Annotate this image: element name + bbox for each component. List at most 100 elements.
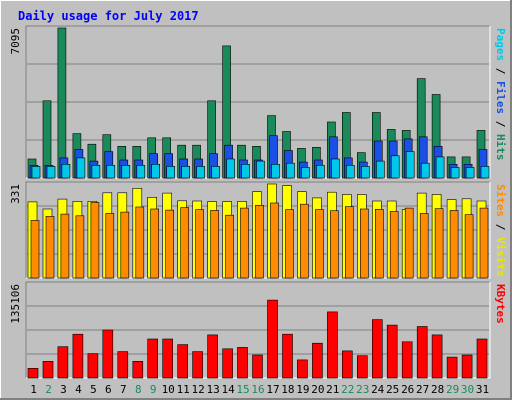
day-label: 24 xyxy=(371,383,385,396)
bar-sites xyxy=(150,208,159,279)
day-label: 3 xyxy=(60,383,67,396)
bar-kbytes xyxy=(117,351,129,379)
bar-kbytes xyxy=(207,334,218,379)
bar-sites xyxy=(270,202,279,279)
bar-pages xyxy=(76,157,86,179)
bar-pages xyxy=(196,166,205,179)
panel-visits-sites: 331 Sites / Visits xyxy=(9,181,507,279)
bar-kbytes xyxy=(132,360,144,379)
axis-label-part: Pages xyxy=(494,28,507,61)
day-label: 29 xyxy=(446,383,459,396)
bar-sites xyxy=(45,216,55,279)
bar-sites xyxy=(75,215,85,279)
day-label: 31 xyxy=(476,383,489,396)
bar-pages xyxy=(316,165,325,179)
day-label: 19 xyxy=(296,383,309,396)
bar-pages xyxy=(271,164,280,179)
bar-kbytes xyxy=(446,356,458,379)
axis-label-part: KBytes xyxy=(494,284,507,324)
bar-kbytes xyxy=(87,353,99,379)
bar-pages xyxy=(211,166,220,179)
bar-pages xyxy=(151,164,160,179)
bar-kbytes xyxy=(222,348,233,379)
bar-pages xyxy=(181,166,190,179)
bar-sites xyxy=(195,209,204,279)
panel-hits-files-pages: 7095 Pages / Files / Hits xyxy=(9,25,507,179)
bar-pages xyxy=(301,167,310,179)
bar-sites xyxy=(359,208,369,279)
bar-pages xyxy=(286,162,295,179)
bar-pages xyxy=(375,160,385,179)
bars xyxy=(27,27,490,179)
plot-bevel-dark xyxy=(25,181,490,278)
bar-pages xyxy=(136,165,146,179)
bar-sites xyxy=(120,211,130,279)
bar-sites xyxy=(90,202,100,279)
day-label: 11 xyxy=(177,383,190,396)
x-axis-day-labels: 1 2 3 4 5 6 7 8 9 10 11 12 13 14 15 16 17 18 19 20 21 22 23 24 2… xyxy=(30,383,489,396)
day-label: 16 xyxy=(251,383,264,396)
bar-kbytes xyxy=(42,360,54,379)
bar-pages xyxy=(241,164,250,179)
bar-sites xyxy=(285,209,294,279)
day-label: 26 xyxy=(401,383,414,396)
bar-pages xyxy=(91,165,101,179)
day-label: 22 xyxy=(341,383,354,396)
plot-bevel-dark xyxy=(25,281,490,378)
bar-sites xyxy=(105,213,115,279)
bar-pages xyxy=(450,167,460,179)
bar-sites xyxy=(330,210,339,279)
bar-kbytes xyxy=(341,350,353,379)
bar-pages xyxy=(480,166,490,179)
bar-kbytes xyxy=(431,334,443,379)
axis-label-part: / xyxy=(494,61,507,81)
bar-sites xyxy=(419,213,429,279)
day-label: 10 xyxy=(162,383,175,396)
day-label: 7 xyxy=(120,383,127,396)
axis-label-part: Visits xyxy=(494,237,507,277)
axis-label-part: Sites xyxy=(494,184,507,217)
bar-hits xyxy=(57,27,67,179)
bar-kbytes xyxy=(252,354,263,379)
day-label: 6 xyxy=(105,383,112,396)
bar-pages xyxy=(405,151,415,179)
bar-sites xyxy=(434,208,444,279)
day-label: 5 xyxy=(90,383,97,396)
axis-label-part: / xyxy=(494,114,507,134)
day-label: 23 xyxy=(356,383,369,396)
y-max-label: 331 xyxy=(9,184,22,204)
series-axis-label: Pages / Files / Hits xyxy=(494,28,507,161)
bars xyxy=(27,183,489,279)
bar-pages xyxy=(106,165,116,179)
chart-panels: 7095 Pages / Files / Hits 331 Sites / Visit… xyxy=(9,25,507,379)
bar-kbytes xyxy=(102,329,114,379)
plot-bevel-dark xyxy=(25,25,490,178)
bar-sites xyxy=(449,210,459,279)
bar-sites xyxy=(135,206,145,279)
bars xyxy=(27,299,488,379)
bar-kbytes xyxy=(416,326,428,379)
bar-kbytes xyxy=(297,359,308,379)
bar-kbytes xyxy=(386,324,398,379)
day-label: 12 xyxy=(191,383,204,396)
bar-sites xyxy=(300,203,309,279)
bar-kbytes xyxy=(72,333,84,379)
bar-pages xyxy=(31,166,41,179)
axis-label-part: Hits xyxy=(494,134,507,161)
bar-pages xyxy=(46,166,56,179)
bar-sites xyxy=(404,207,414,279)
bar-sites xyxy=(479,207,489,279)
bar-sites xyxy=(464,214,474,279)
y-max-label: 135106 xyxy=(9,284,22,324)
day-label: 13 xyxy=(206,383,219,396)
bar-kbytes xyxy=(162,338,173,379)
day-label: 4 xyxy=(75,383,82,396)
bar-sites xyxy=(60,213,70,279)
bar-sites xyxy=(389,211,399,279)
bar-pages xyxy=(331,158,340,179)
bar-pages xyxy=(226,158,235,179)
bar-kbytes xyxy=(476,338,488,379)
bar-sites xyxy=(240,207,249,279)
